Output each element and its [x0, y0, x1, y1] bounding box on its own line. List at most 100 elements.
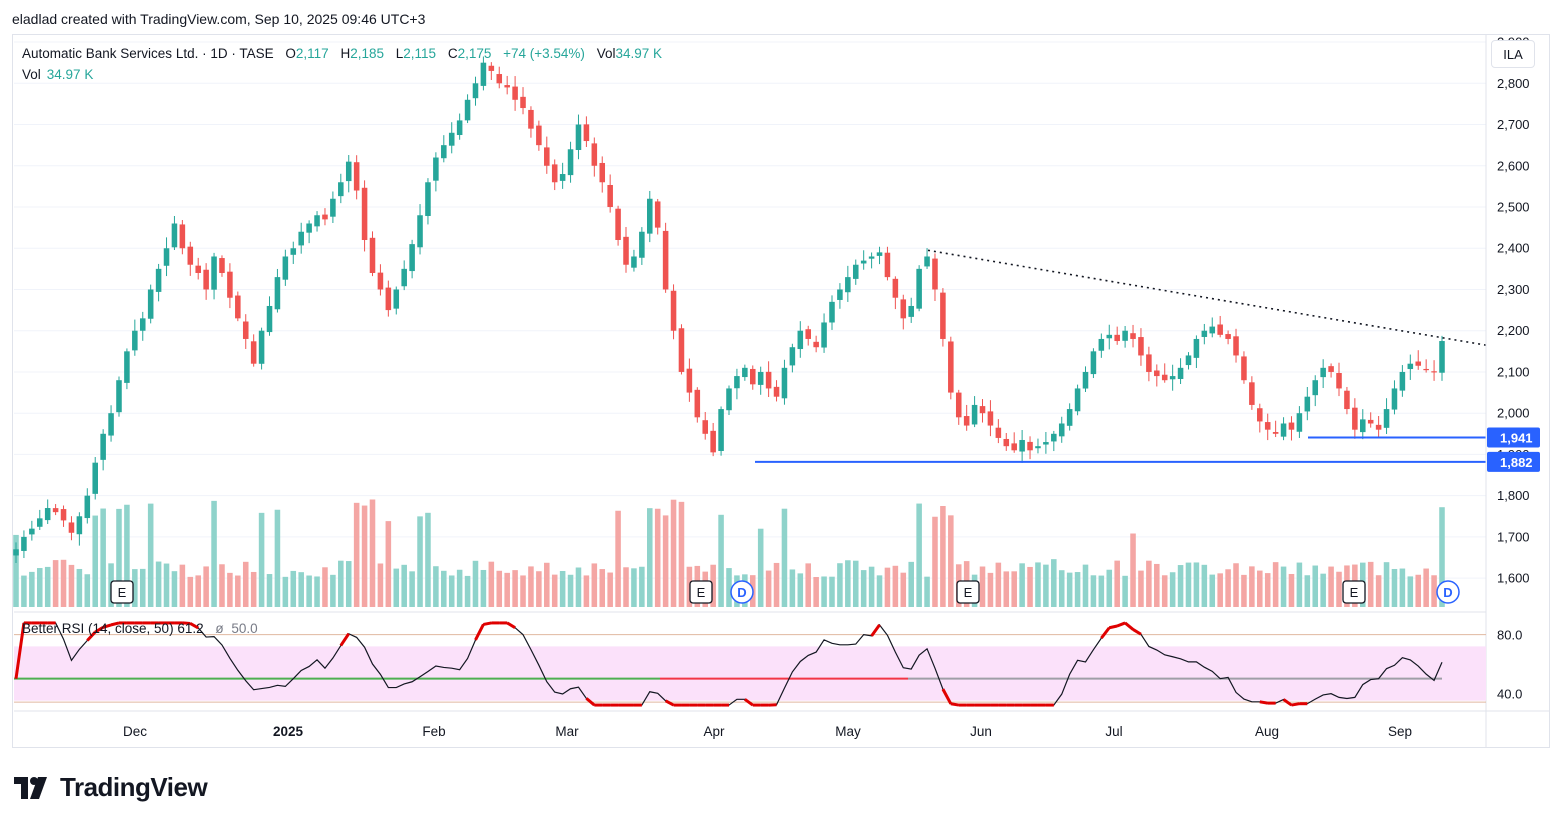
vol-label: Vol: [596, 46, 616, 61]
volume-bar: [615, 510, 621, 607]
candle: [76, 516, 83, 535]
candle: [1027, 441, 1033, 451]
rsi-extreme-segment: [1132, 628, 1142, 636]
candle: [1367, 419, 1374, 424]
candle: [480, 62, 487, 86]
candle: [195, 265, 201, 273]
volume-bar: [852, 560, 859, 607]
candle: [496, 74, 503, 84]
rsi-extreme-segment: [182, 621, 191, 625]
volume-bar: [29, 571, 35, 607]
volume-bar: [1375, 575, 1382, 607]
vol-row-label: Vol: [22, 67, 41, 82]
volume-bar: [860, 570, 867, 607]
candle: [1352, 407, 1358, 430]
volume-bar: [1241, 574, 1247, 607]
volume-bar: [512, 570, 518, 607]
candle: [1066, 409, 1073, 426]
candle: [1122, 330, 1128, 341]
candle: [1154, 370, 1160, 377]
volume-bar: [1296, 562, 1303, 607]
close-label: C: [447, 46, 458, 61]
volume-bar: [678, 501, 685, 607]
open-label: O: [285, 46, 296, 61]
candle: [789, 347, 796, 366]
candle: [662, 230, 669, 290]
volume-bar: [1423, 568, 1429, 607]
volume-bar: [813, 576, 819, 607]
volume-bar: [1209, 574, 1216, 607]
candle: [369, 237, 376, 273]
volume-bar: [567, 574, 574, 607]
volume-bar: [385, 521, 392, 607]
volume-bar: [44, 566, 51, 607]
volume-bar: [1439, 507, 1445, 607]
volume-bar: [559, 570, 566, 607]
volume-bar: [623, 567, 629, 607]
candle: [1431, 371, 1437, 373]
volume-bar: [480, 569, 487, 607]
rsi-extreme-segment: [1259, 700, 1268, 705]
volume-bar: [393, 568, 400, 607]
price-tick-label: 2,500: [1497, 200, 1530, 215]
candle: [544, 147, 550, 166]
low-value: 2,115: [403, 46, 437, 61]
candle: [274, 277, 281, 310]
candle: [227, 271, 233, 298]
candle: [187, 246, 194, 265]
low-label: L: [395, 46, 404, 61]
candle: [1217, 324, 1223, 335]
price-axis: 2,9002,8002,7002,6002,5002,4002,3002,200…: [14, 34, 1540, 748]
candle: [1019, 439, 1025, 452]
price-tick-label: 1,800: [1497, 488, 1530, 503]
currency-button[interactable]: ILA: [1491, 40, 1535, 68]
volume-bar: [908, 561, 914, 607]
volume-bar: [314, 576, 320, 607]
volume-bar: [892, 565, 899, 607]
time-tick-label: Mar: [555, 724, 579, 739]
volume-bar: [1146, 560, 1152, 607]
volume-bar: [631, 568, 637, 607]
candle: [504, 85, 510, 88]
volume-bar: [757, 528, 764, 607]
dividend-marker-label: D: [737, 585, 746, 600]
earnings-marker-label: E: [1350, 585, 1359, 600]
volume-bar: [884, 567, 891, 607]
candle: [36, 518, 43, 527]
candle: [417, 215, 423, 248]
candle: [1058, 423, 1065, 437]
rsi-extreme-segment: [1291, 702, 1300, 707]
price-tick-label: 2,800: [1497, 76, 1530, 91]
candle: [258, 330, 265, 364]
volume-bar: [488, 561, 495, 607]
candle: [1391, 388, 1398, 410]
level-price-tag: [1487, 451, 1540, 472]
earnings-marker-label: E: [118, 585, 127, 600]
volume-bar: [425, 512, 431, 607]
volume-bar: [21, 575, 27, 607]
volume-bar: [1027, 566, 1033, 607]
candle: [599, 162, 606, 183]
volume-bar: [932, 516, 938, 607]
symbol-legend: Automatic Bank Services Ltd. · 1D · TASE…: [22, 46, 662, 61]
candle: [678, 328, 685, 372]
candle: [401, 268, 407, 287]
price-tick-label: 2,700: [1497, 117, 1530, 132]
candle: [1225, 334, 1231, 339]
candle: [361, 187, 368, 240]
volume-bar: [1098, 575, 1105, 607]
candle: [734, 376, 740, 389]
volume-bar: [1264, 573, 1271, 607]
level-price-tag: [1487, 427, 1540, 448]
volume-bar: [940, 506, 946, 607]
rsi-pane: 80.0 40.0: [14, 621, 1522, 707]
volume-bar: [868, 566, 875, 607]
volume-bar: [1257, 570, 1263, 607]
volume-bar: [139, 568, 146, 607]
volume-bar: [132, 569, 138, 607]
candle: [1304, 396, 1311, 412]
tradingview-logo[interactable]: TradingView: [14, 772, 208, 803]
volume-bar: [1328, 566, 1334, 607]
